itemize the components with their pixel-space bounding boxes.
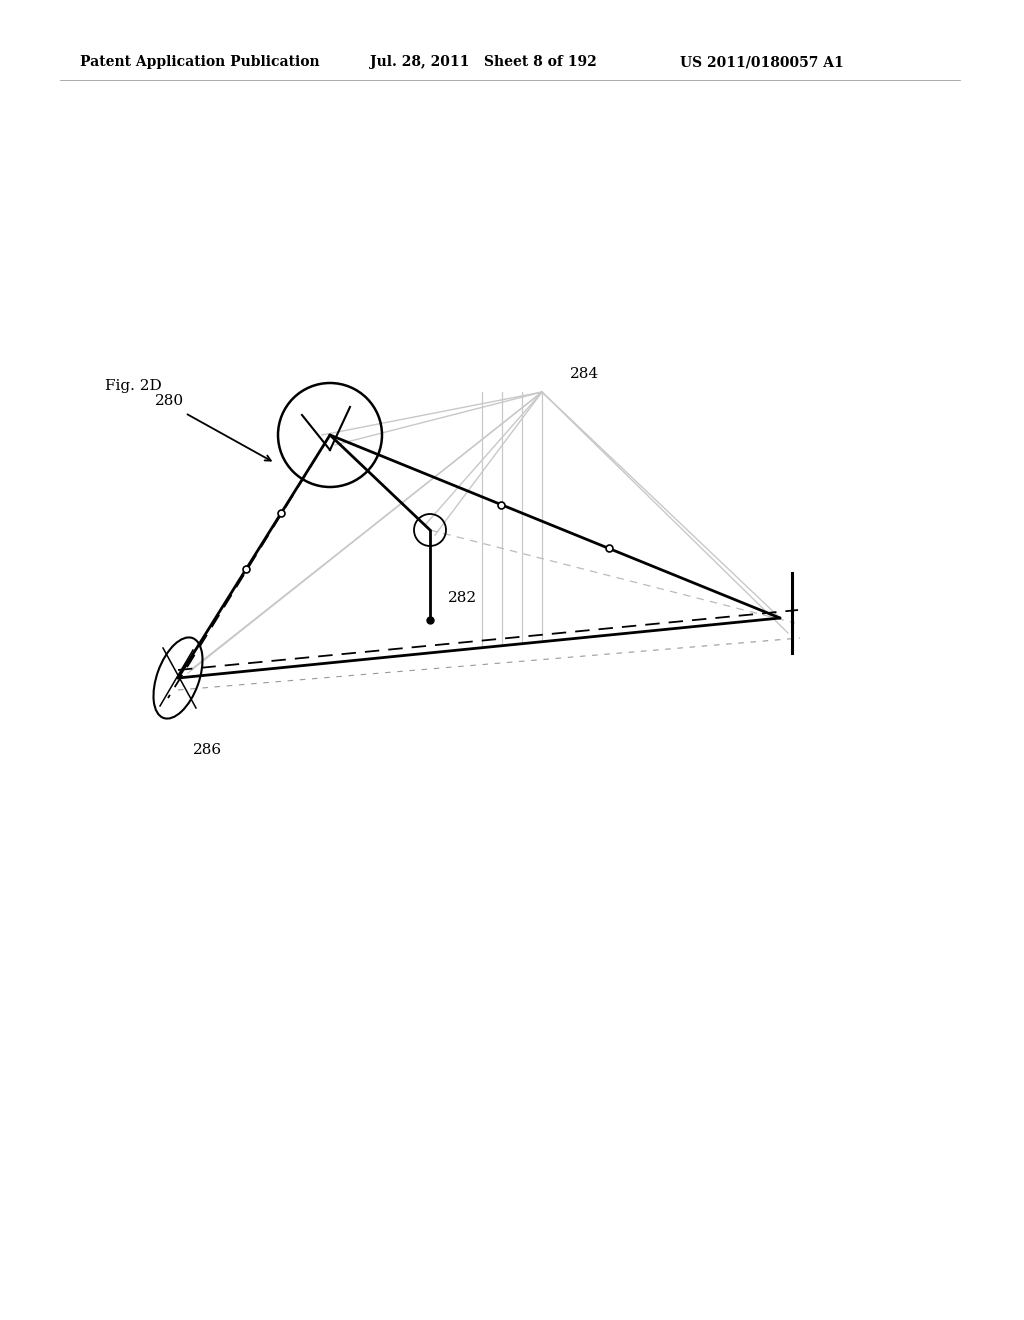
Text: 286: 286 [193, 743, 222, 756]
Text: US 2011/0180057 A1: US 2011/0180057 A1 [680, 55, 844, 69]
Text: 282: 282 [449, 591, 477, 605]
Text: 280: 280 [155, 393, 184, 408]
Text: Jul. 28, 2011   Sheet 8 of 192: Jul. 28, 2011 Sheet 8 of 192 [370, 55, 597, 69]
Text: 284: 284 [570, 367, 599, 381]
Text: Patent Application Publication: Patent Application Publication [80, 55, 319, 69]
Text: Fig. 2D: Fig. 2D [105, 379, 162, 393]
